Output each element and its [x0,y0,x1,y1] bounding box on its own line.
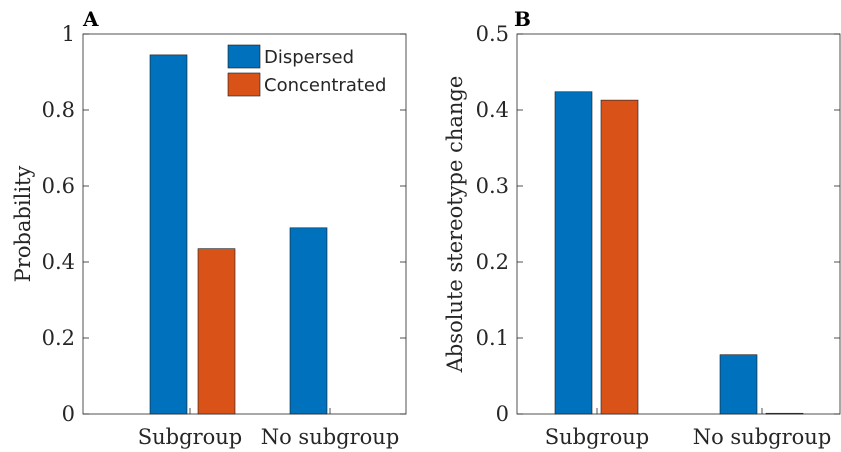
x-tick-label: No subgroup [693,425,832,449]
y-tick-label: 0.1 [476,326,509,350]
y-tick-label: 0.8 [42,98,75,122]
y-tick-label: 0.2 [476,250,509,274]
axes-box [82,33,407,415]
y-tick-label: 0.6 [42,174,75,198]
y-axis-title: Probability [11,166,35,283]
y-tick-label: 0.2 [42,326,75,350]
legend-swatch [227,44,261,69]
y-tick-label: 0 [496,402,509,426]
x-tick-label: Subgroup [545,425,649,449]
bar [765,412,804,415]
panel-b: 0 0.1 0.2 0.3 0.4 0.5 Subgroup No subgroup Absol… [443,7,841,449]
legend: Dispersed Concentrated [227,44,386,97]
bar [149,54,188,415]
bar [719,354,758,415]
bar [600,99,639,415]
bar [289,227,328,415]
axes-box [516,33,841,415]
legend-label: Dispersed [264,47,354,68]
bar [554,91,593,415]
y-tick-label: 0.4 [476,98,509,122]
y-tick-label: 0.5 [476,22,509,46]
y-axis-title: Absolute stereotype change [443,76,467,374]
legend-swatch [227,72,261,97]
y-tick-label: 1 [62,22,75,46]
y-tick-label: 0.3 [476,174,509,198]
bar [197,248,236,415]
legend-label: Concentrated [264,75,386,96]
panel-a: 0 0.2 0.4 0.6 0.8 1 Subgroup No subgroup Probabi… [11,7,407,449]
x-tick-label: No subgroup [261,425,400,449]
y-tick-label: 0.4 [42,250,75,274]
x-tick-label: Subgroup [138,425,242,449]
y-tick-label: 0 [62,402,75,426]
panel-label: A [82,7,99,31]
panel-label: B [514,7,531,31]
